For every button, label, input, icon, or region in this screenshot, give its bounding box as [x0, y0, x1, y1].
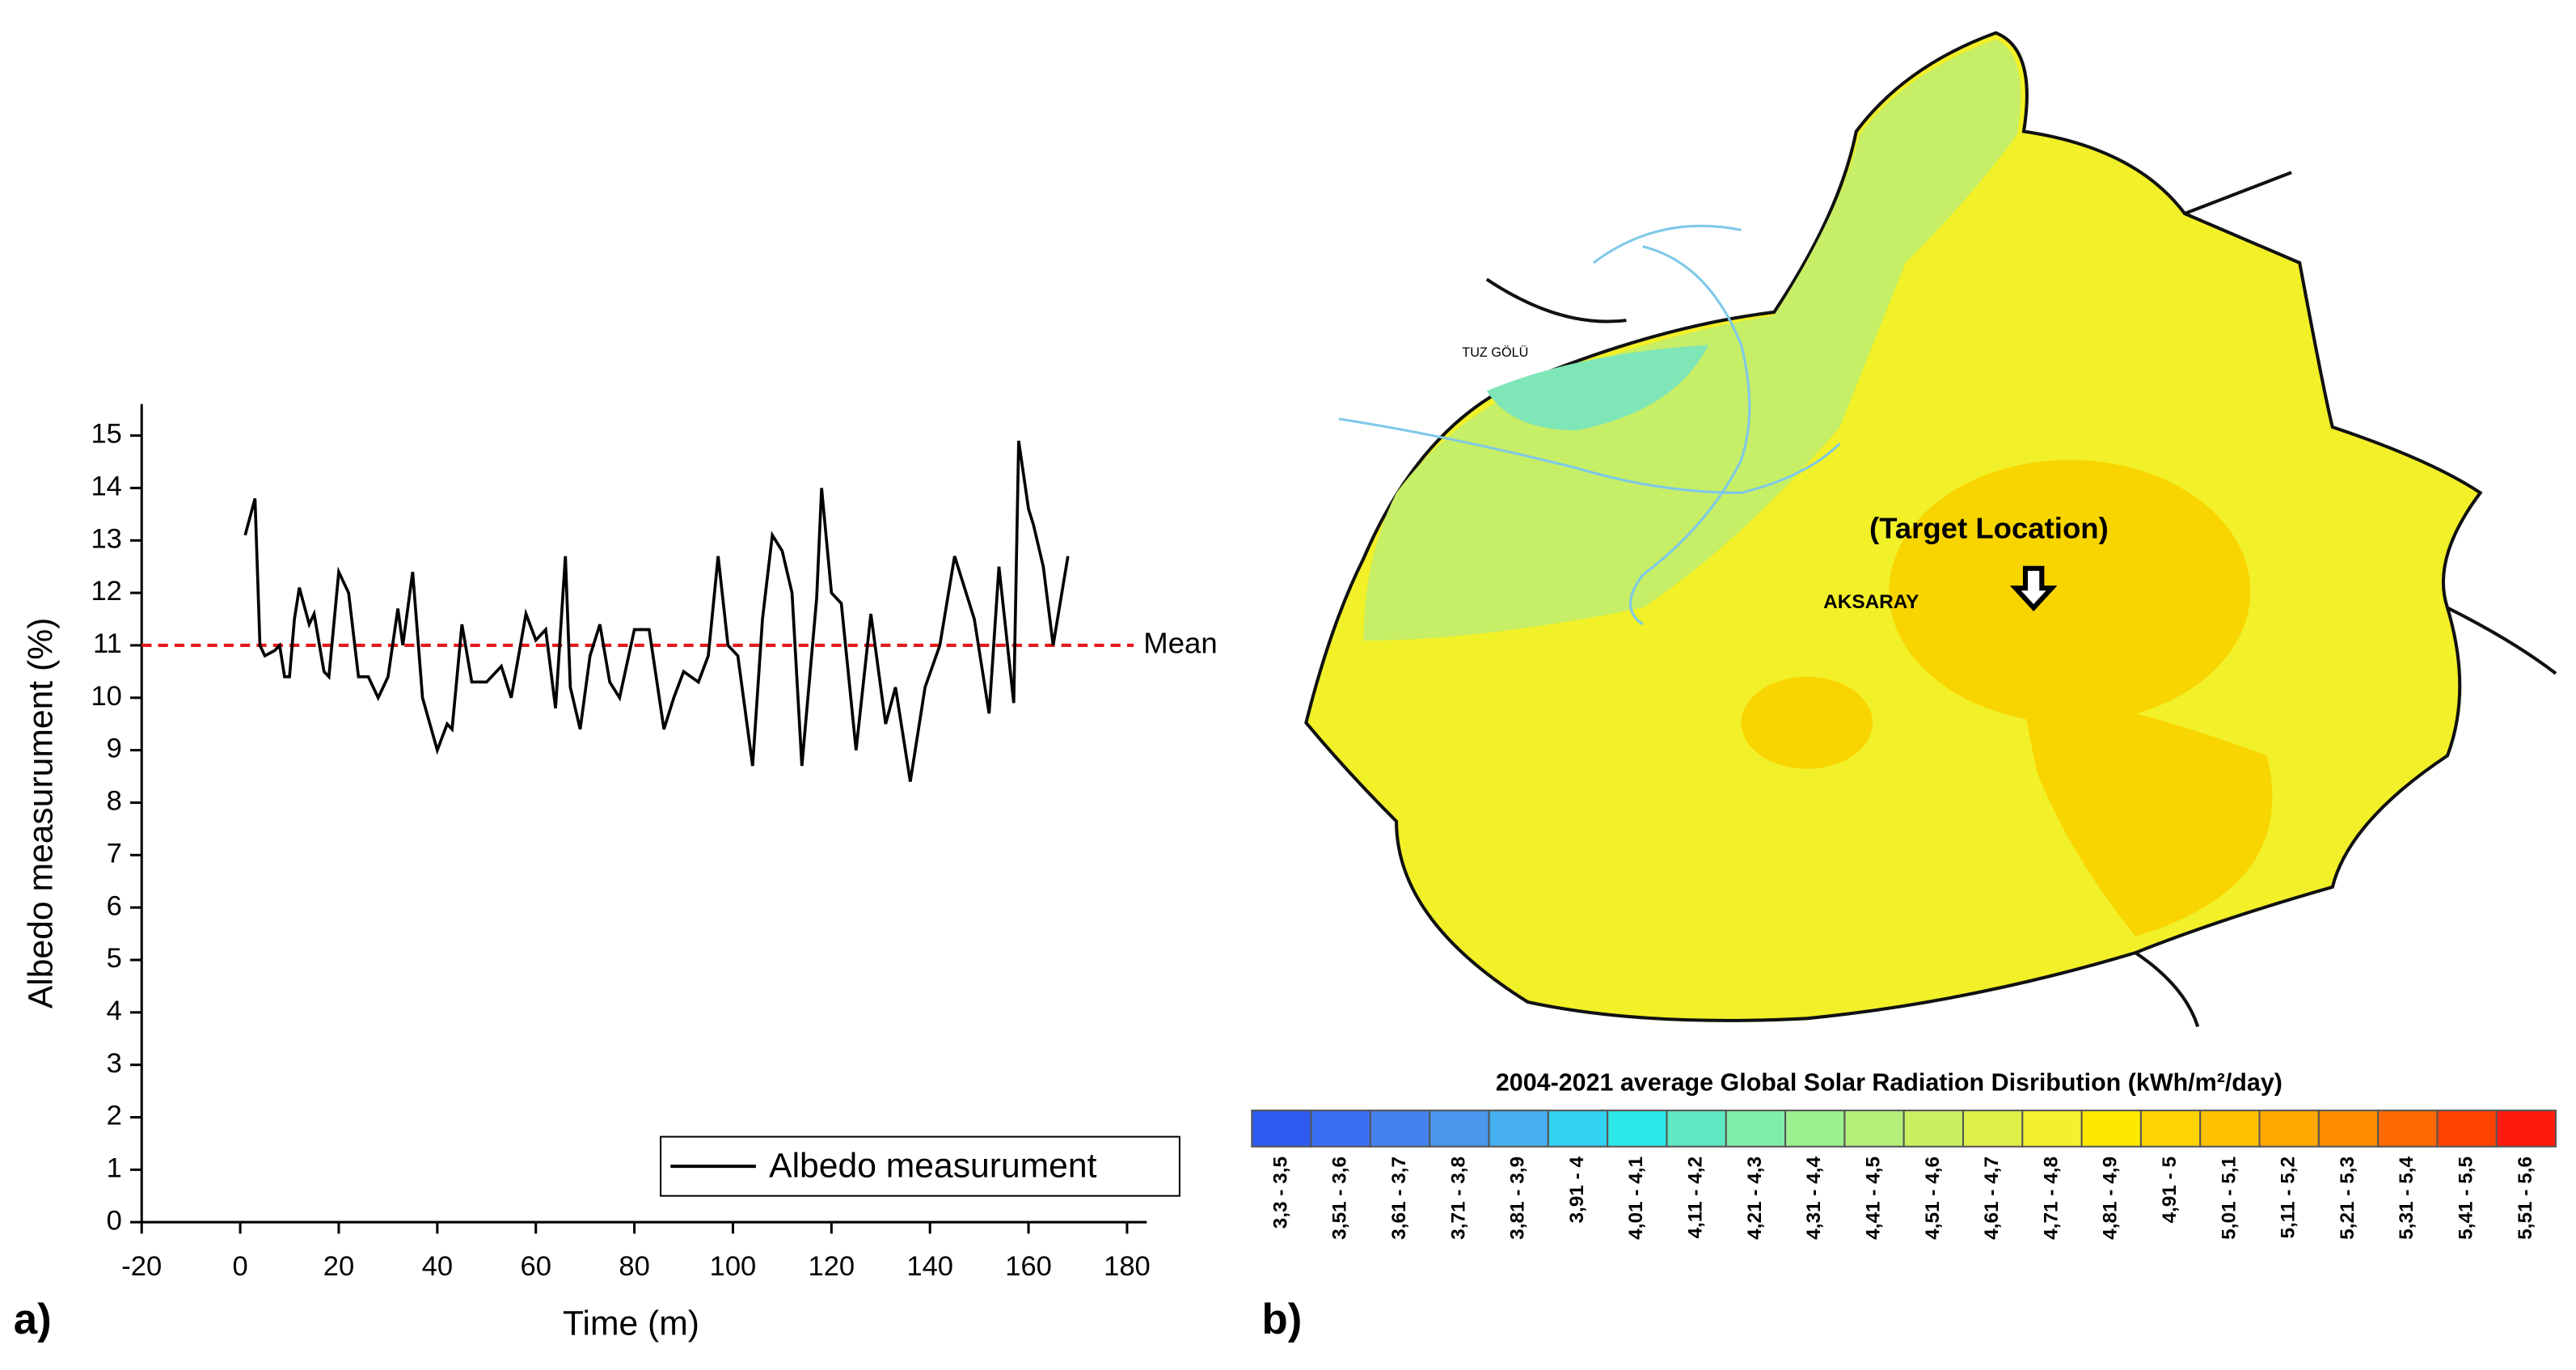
y-tick-label: 6: [107, 890, 122, 921]
y-tick-label: 0: [107, 1205, 122, 1236]
x-tick-label: -20: [121, 1251, 162, 1282]
x-axis-label: Time (m): [563, 1304, 699, 1343]
y-tick-label: 10: [91, 681, 121, 712]
river: [1338, 224, 1841, 626]
legend-swatch: [1607, 1110, 1668, 1148]
legend-label: 3,61 - 3,7: [1388, 1156, 1410, 1240]
map: TUZ GÖLÜ AKSARAY (Target Location) 2004-…: [1262, 31, 2557, 1343]
y-tick-label: 2: [107, 1101, 122, 1131]
legend-label: 5,31 - 5,4: [2396, 1156, 2418, 1239]
y-tick-label: 13: [91, 523, 121, 554]
panel-label: b): [1262, 1296, 1303, 1343]
map-cyan-zone: [1486, 345, 1708, 431]
legend-swatch: [1784, 1110, 1846, 1148]
legend-label: 5,01 - 5,1: [2218, 1156, 2240, 1240]
y-tick-label: 5: [107, 943, 122, 974]
legend-label: 3,71 - 3,8: [1447, 1156, 1469, 1240]
x-tick-label: 40: [422, 1251, 453, 1282]
legend-swatch: [2080, 1110, 2142, 1148]
legend-label: 3,3 - 3,5: [1269, 1156, 1291, 1228]
legend-swatch: [1962, 1110, 2024, 1148]
legend-swatch: [1488, 1110, 1549, 1148]
legend-swatch: [1429, 1110, 1490, 1148]
y-tick-label: 7: [107, 838, 122, 869]
map-green-zone: [1363, 39, 2021, 641]
legend-label: 5,11 - 5,2: [2278, 1156, 2299, 1239]
legend-label: 5,51 - 5,6: [2515, 1156, 2536, 1240]
legend-swatch: [1369, 1110, 1431, 1148]
legend-swatch: [2317, 1110, 2380, 1148]
legend-title: 2004-2021 average Global Solar Radiation…: [1496, 1069, 2283, 1097]
legend-label: 4,21 - 4,3: [1744, 1156, 1766, 1240]
data-line: [243, 440, 1070, 782]
legend-swatch: [2495, 1110, 2557, 1148]
x-tick-label: 80: [619, 1251, 649, 1282]
x-tick-label: 120: [809, 1251, 855, 1282]
legend-label: 4,51 - 4,6: [1922, 1156, 1944, 1240]
map-orange-zone: [1889, 459, 2251, 723]
legend-swatch: [1725, 1110, 1787, 1148]
y-tick-label: 9: [107, 734, 122, 764]
legend-swatch: [2139, 1110, 2202, 1148]
legend-swatch: [2021, 1110, 2083, 1148]
legend-label: 4,11 - 4,2: [1685, 1156, 1707, 1239]
y-tick-label: 1: [107, 1152, 122, 1183]
border: [1485, 171, 2557, 1028]
legend-swatch: [1843, 1110, 1905, 1148]
legend-swatch: [2377, 1110, 2439, 1148]
y-tick-label: 15: [91, 419, 121, 450]
legend-swatch: [1902, 1110, 1965, 1148]
mean-label: Mean: [1143, 627, 1217, 660]
x-tick-label: 160: [1005, 1251, 1052, 1282]
city-label: AKSARAY: [1823, 591, 1919, 613]
map-orange-zone: [1741, 676, 1873, 769]
x-tick-label: 0: [233, 1251, 248, 1282]
legend-swatch: [1547, 1110, 1609, 1148]
legend-swatch: [2436, 1110, 2498, 1148]
legend-label: 5,21 - 5,3: [2337, 1156, 2359, 1240]
legend-label: 4,81 - 4,9: [2100, 1156, 2122, 1240]
x-tick-label: 20: [323, 1251, 354, 1282]
target-label: (Target Location): [1869, 512, 2109, 545]
y-tick-label: 14: [91, 471, 121, 502]
legend-swatch: [1251, 1110, 1312, 1148]
legend-label: 5,41 - 5,5: [2456, 1156, 2477, 1240]
legend-label: 4,91 - 5: [2159, 1156, 2181, 1224]
map-orange-zone: [2020, 690, 2273, 937]
y-tick-label: 11: [93, 628, 122, 659]
legend-swatch: [2258, 1110, 2320, 1148]
x-tick-label: 100: [710, 1251, 757, 1282]
y-axis-label: Albedo measurument (%): [22, 618, 61, 1008]
y-tick-label: 12: [91, 576, 121, 607]
y-tick-label: 3: [107, 1048, 122, 1079]
x-tick-label: 60: [521, 1251, 551, 1282]
x-tick-label: 180: [1104, 1251, 1151, 1282]
y-tick-label: 4: [107, 996, 122, 1026]
x-tick-label: 140: [906, 1251, 953, 1282]
legend-label: 4,71 - 4,8: [2040, 1156, 2062, 1240]
target-arrow: [2009, 565, 2058, 612]
lake-label: TUZ GÖLÜ: [1462, 345, 1528, 360]
legend-swatch: [1666, 1110, 1727, 1148]
y-tick-label: 8: [107, 786, 122, 817]
legend-label: 4,61 - 4,7: [1981, 1156, 2003, 1240]
legend-label: Albedo measurument: [769, 1146, 1096, 1185]
legend-swatch: [2199, 1110, 2261, 1148]
legend-label: 3,81 - 3,9: [1507, 1156, 1529, 1240]
legend-swatch: [1310, 1110, 1371, 1148]
legend-label: 3,51 - 3,6: [1329, 1156, 1351, 1240]
panel-label: a): [14, 1296, 52, 1343]
legend-label: 4,31 - 4,4: [1803, 1156, 1825, 1239]
legend-label: 4,41 - 4,5: [1862, 1156, 1884, 1240]
legend-label: 3,91 - 4: [1566, 1156, 1588, 1223]
legend-label: 4,01 - 4,1: [1625, 1156, 1647, 1240]
